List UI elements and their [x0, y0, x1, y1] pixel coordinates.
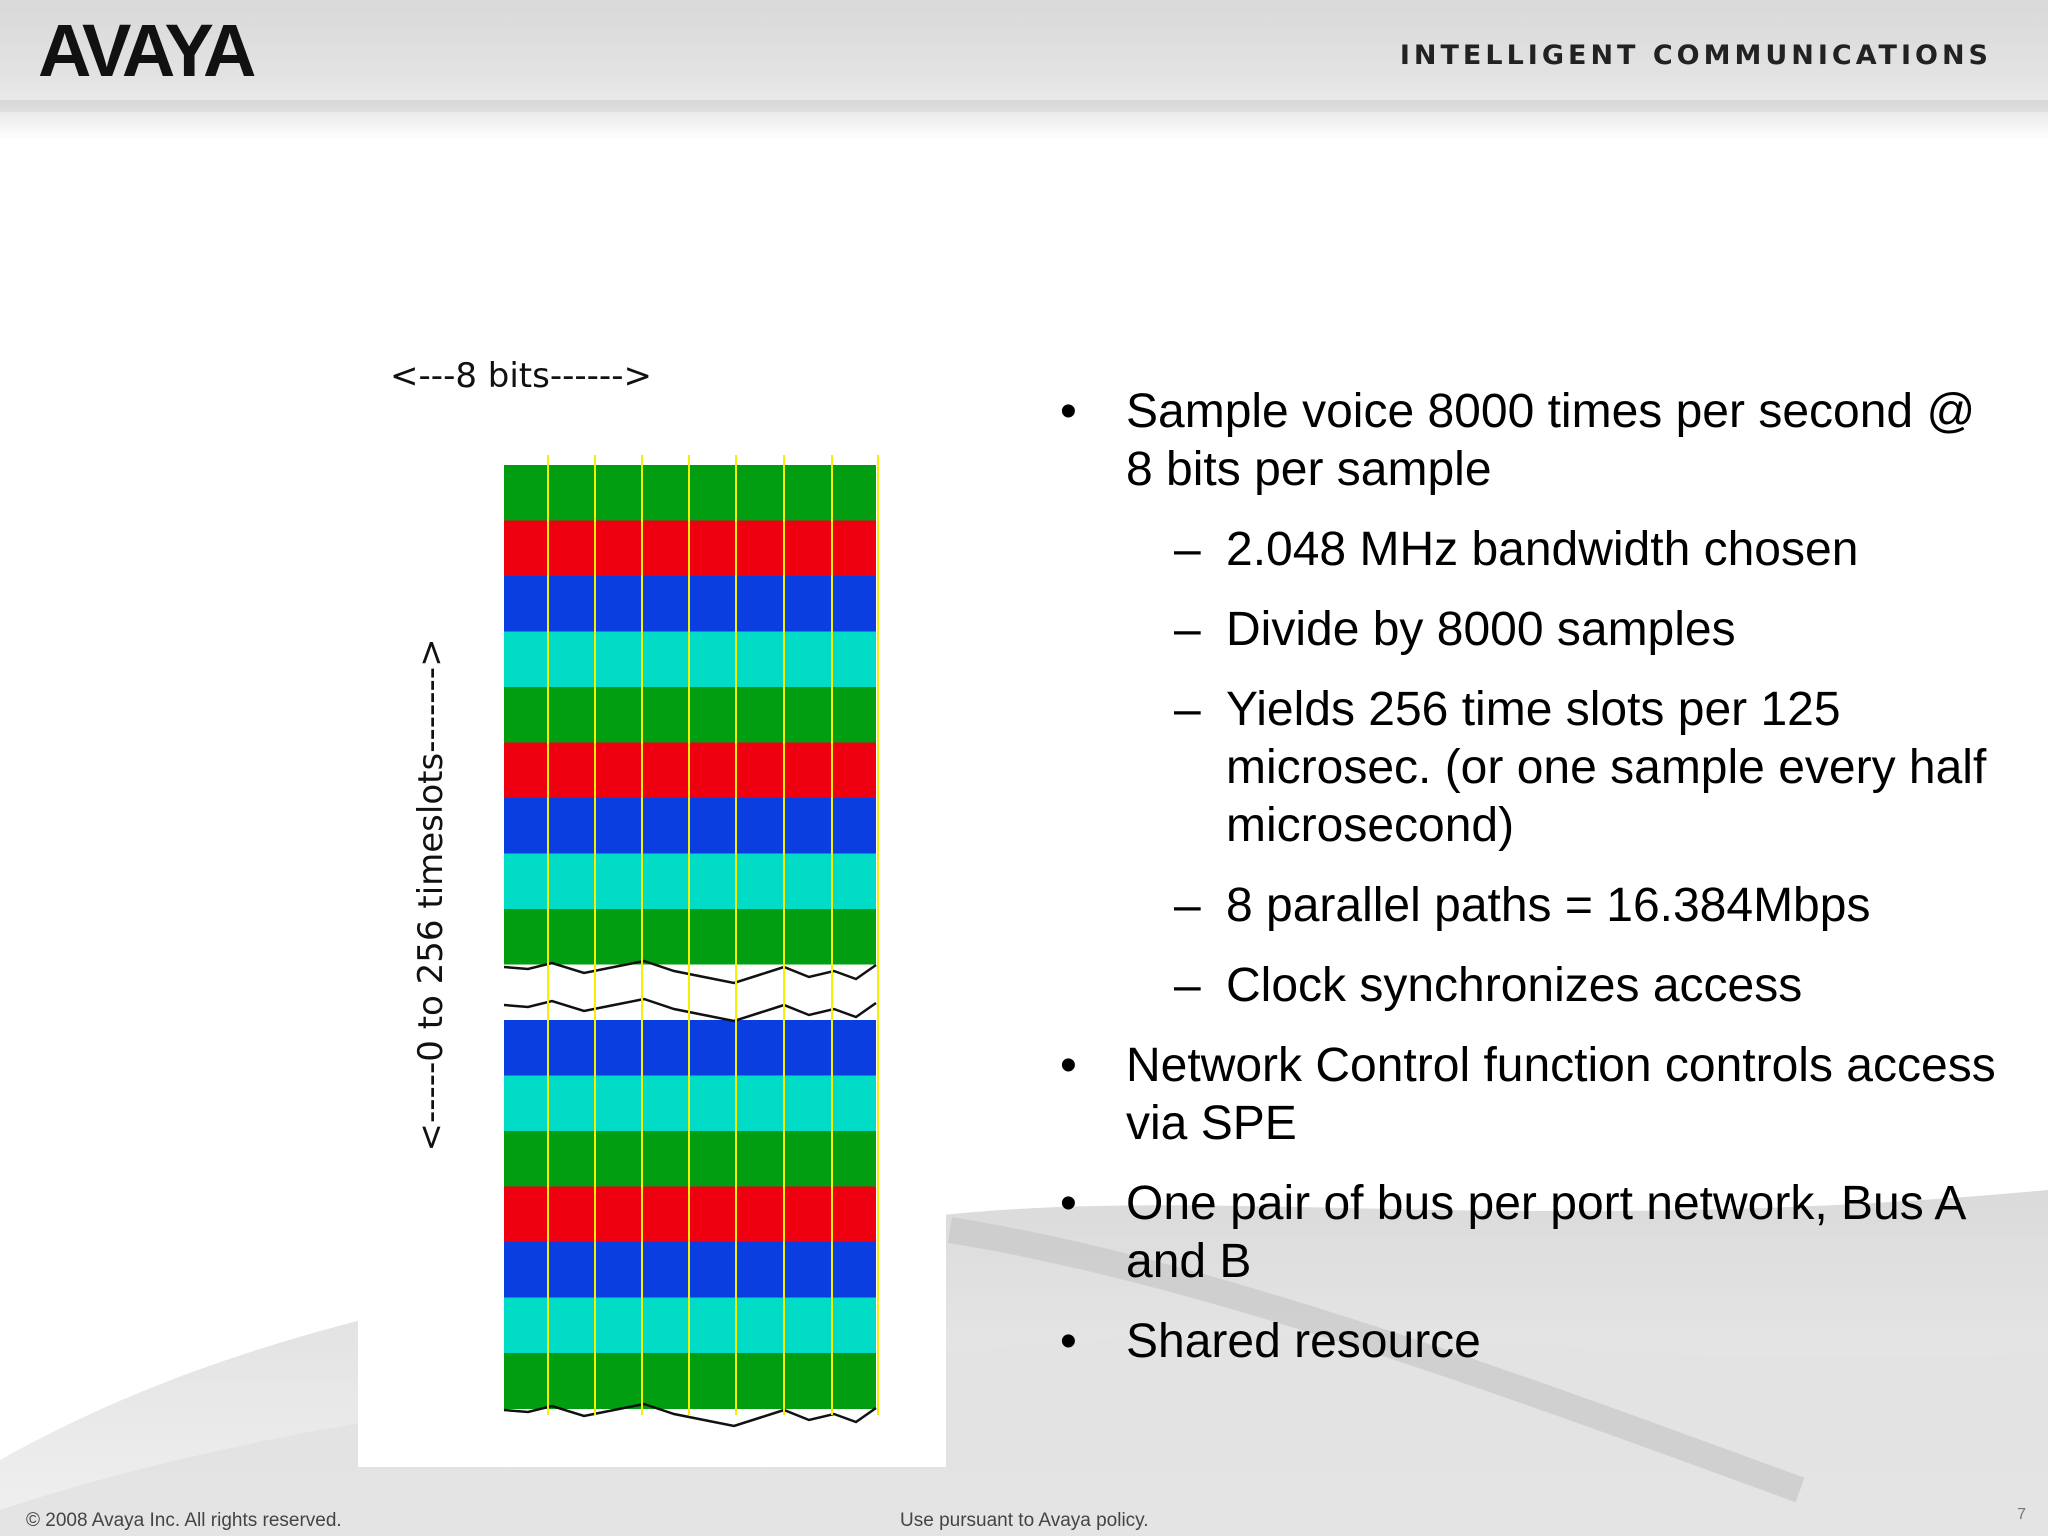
avaya-logo: AVAYA	[38, 9, 259, 92]
sub-bullet-divide: Divide by 8000 samples	[1060, 601, 2000, 659]
sub-bullet-timeslots: Yields 256 time slots per 125 microsec. …	[1060, 681, 2000, 855]
timeslot-diagram: <---8 bits------> <-----0 to 256 timeslo…	[390, 356, 879, 1428]
bullet-network-control: Network Control function controls access…	[1060, 1037, 2000, 1153]
tagline: INTELLIGENT COMMUNICATIONS	[1399, 40, 1992, 71]
bullet-list: Sample voice 8000 times per second @ 8 b…	[1060, 383, 2000, 1393]
logo-text: AVAYA	[38, 9, 255, 92]
sub-bullet-bandwidth: 2.048 MHz bandwidth chosen	[1060, 521, 2000, 579]
sub-bullet-parallel-paths: 8 parallel paths = 16.384Mbps	[1060, 877, 2000, 935]
page-number: 7	[2017, 1506, 2026, 1523]
bullet-shared-resource: Shared resource	[1060, 1313, 2000, 1371]
header-shadow	[0, 100, 2048, 140]
footer-policy: Use pursuant to Avaya policy.	[900, 1510, 1149, 1531]
header-bar	[0, 0, 2048, 112]
sub-bullet-clock: Clock synchronizes access	[1060, 957, 2000, 1015]
footer-copyright: © 2008 Avaya Inc. All rights reserved.	[26, 1510, 342, 1531]
bottom-edge-line	[503, 1402, 877, 1428]
bullet-sample-voice: Sample voice 8000 times per second @ 8 b…	[1060, 383, 2000, 499]
break-line	[503, 959, 877, 985]
bullet-bus-pair: One pair of bus per port network, Bus A …	[1060, 1175, 2000, 1291]
bits-label: <---8 bits------>	[390, 356, 652, 396]
break-line	[503, 997, 877, 1023]
timeslots-label: <-----0 to 256 timeslots------->	[411, 638, 451, 1151]
